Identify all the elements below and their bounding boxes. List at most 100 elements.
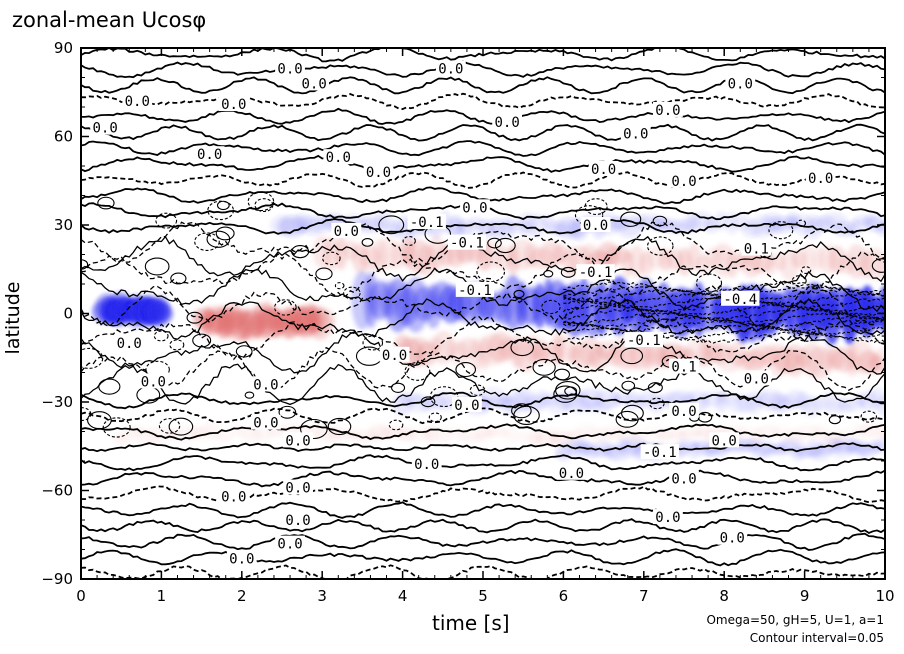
contour-label-bg [653, 101, 683, 117]
contour-loop [98, 378, 121, 395]
contour-loop [513, 405, 540, 425]
contour-label: 0.0 [125, 94, 150, 110]
contour-loop [560, 266, 576, 278]
contour-loop [362, 335, 384, 351]
contour-label-bg [624, 332, 663, 348]
contour-label-bg [275, 60, 305, 76]
contour-loop [553, 385, 578, 403]
contour-label-bg [640, 444, 680, 460]
contour-label-bg [669, 470, 699, 486]
contour-label-bg [709, 432, 740, 448]
contour-label: 0.0 [92, 121, 117, 137]
contour-line [81, 60, 885, 79]
contour-line [81, 235, 885, 283]
contour-line [563, 315, 885, 329]
contour-label-bg [669, 358, 699, 374]
contour-loop [291, 245, 310, 259]
contour-label-bg [194, 146, 225, 162]
contour-loop [402, 236, 416, 246]
contour-line [81, 282, 885, 328]
contour-loop [791, 275, 807, 287]
x-tick-label: 8 [719, 587, 729, 605]
x-tick-label: 1 [157, 587, 167, 605]
contour-line [81, 154, 885, 173]
shaded-blob [147, 425, 173, 444]
contour-loop [793, 322, 820, 342]
contour-line [563, 330, 885, 344]
contour-loop [532, 358, 556, 376]
contour-loop [168, 417, 194, 436]
contour-loop [388, 419, 404, 431]
contour-loop [652, 215, 668, 227]
shaded-blob [513, 431, 532, 443]
shaded-blob [216, 431, 234, 443]
contour-line [81, 316, 885, 362]
contour-label-bg [411, 455, 442, 471]
contour-loop [647, 313, 660, 323]
contour-label: 0.0 [728, 76, 753, 92]
contour-line [81, 186, 885, 205]
contour-label-bg [447, 234, 487, 250]
contour-loop [646, 236, 674, 256]
contour-label: 0.0 [141, 374, 166, 390]
contour-label-bg [588, 160, 619, 176]
contour-line [563, 288, 885, 301]
x-tick-label: 2 [237, 587, 247, 605]
contour-label: -0.1 [410, 215, 444, 231]
contour-line [81, 391, 885, 410]
contour-loop [215, 226, 235, 241]
contour-loop [155, 212, 178, 229]
contour-loop [510, 338, 535, 357]
contour-label-bg [138, 373, 169, 389]
contour-labels: 0.0 0.0 0.0 0.0 0.0 0.0 0.0 0.0 0.0 0.0 0.0 0.0 0.0 0… [90, 60, 836, 567]
contour-label: 0.0 [285, 513, 310, 529]
contour-label-bg [275, 535, 305, 551]
contour-label-bg [580, 217, 611, 232]
contour-label: 0.0 [285, 433, 310, 449]
contour-label: 0.0 [253, 416, 278, 432]
contour-label: 0.0 [454, 398, 479, 414]
contour-loop [828, 415, 842, 425]
contour-loop [378, 215, 405, 235]
contour-line [81, 123, 885, 142]
contour-label-bg [323, 149, 354, 165]
contour-loop [615, 410, 639, 428]
contour-line [81, 442, 885, 453]
x-tick-label: 4 [398, 587, 408, 605]
contour-loop [428, 412, 442, 423]
contour-loop [469, 384, 486, 396]
shaded-blob [656, 428, 674, 441]
contour-label-bg [379, 346, 410, 362]
contour-loop [144, 257, 170, 276]
contour-label-bg [435, 60, 466, 76]
shaded-blob [735, 424, 750, 438]
shaded-blob [757, 424, 780, 436]
contour-label: 0.0 [414, 457, 439, 473]
x-tick-label: 7 [639, 587, 649, 605]
contour-line [81, 331, 885, 375]
shaded-blob [764, 255, 777, 276]
contour-label: 0.0 [302, 76, 327, 92]
contour-loop [404, 362, 431, 381]
shaded-blob [112, 433, 130, 445]
contour-loop [420, 396, 436, 408]
contour-loop [513, 289, 525, 299]
contour-line [81, 532, 885, 551]
contour-label: -0.1 [579, 265, 613, 281]
contour-label: 0.0 [221, 489, 246, 505]
contour-label: 0.0 [583, 218, 608, 234]
x-axis-label: time [s] [432, 611, 510, 635]
contour-line [81, 171, 885, 189]
contour-line [81, 518, 885, 535]
contour-label-bg [407, 214, 446, 230]
y-tick-label: 90 [54, 39, 73, 57]
contour-line [563, 280, 885, 294]
x-tick-label: 0 [76, 587, 86, 605]
contour-label: 0.0 [494, 115, 519, 131]
contour-line [81, 76, 885, 95]
contour-loop [455, 362, 477, 378]
contour-loop [300, 418, 328, 440]
contour-loop [649, 397, 665, 410]
contour-label: 0.1 [744, 242, 769, 258]
